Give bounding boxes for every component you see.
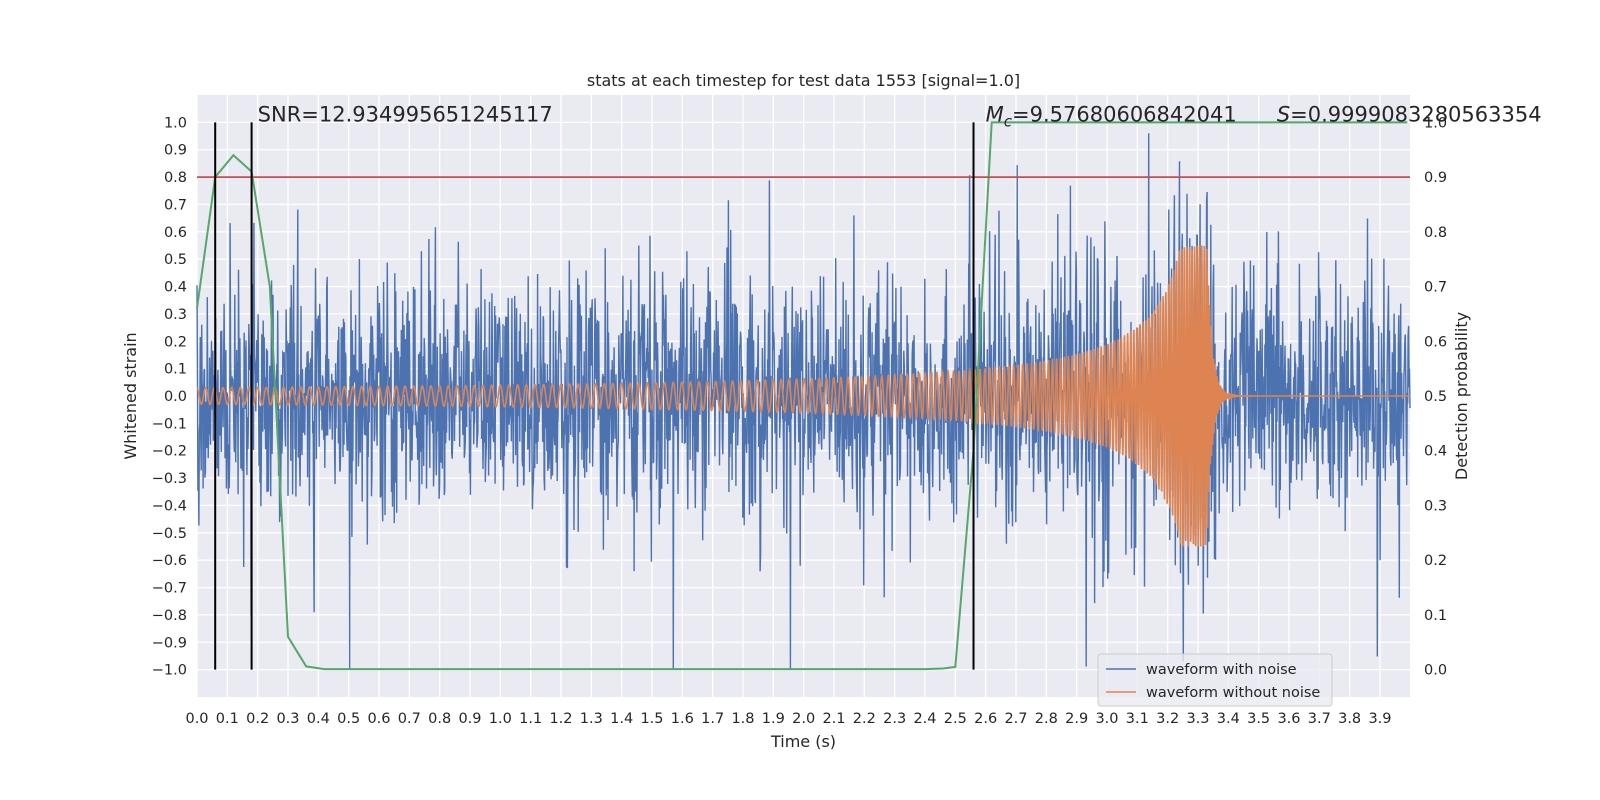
y-tick-label: 0.6 xyxy=(164,225,187,241)
y-tick-label: 0.2 xyxy=(164,334,187,350)
y-tick-label: −0.8 xyxy=(152,608,187,624)
y-right-tick-label: 0.0 xyxy=(1424,663,1447,679)
x-tick-label: 2.8 xyxy=(1035,711,1058,727)
x-tick-label: 3.6 xyxy=(1277,711,1300,727)
overlays xyxy=(197,122,1410,670)
y-tick-label: 0.4 xyxy=(164,280,187,296)
x-tick-label: 0.7 xyxy=(398,711,421,727)
y-tick-label: 1.0 xyxy=(164,115,187,131)
chirp-mass-annotation: Mc=9.57680606842041 xyxy=(986,102,1237,130)
x-tick-label: 1.5 xyxy=(640,711,663,727)
series-waveform-without-noise xyxy=(196,245,1410,547)
y-tick-label: 0.1 xyxy=(164,362,187,378)
chirp-mass-value: =9.57680606842041 xyxy=(1012,102,1237,126)
x-tick-label: 1.2 xyxy=(549,711,572,727)
y-tick-label: 0.7 xyxy=(164,197,187,213)
y-tick-label: −0.6 xyxy=(152,553,187,569)
y-right-tick-label: 0.9 xyxy=(1424,170,1447,186)
x-tick-label: 3.5 xyxy=(1247,711,1270,727)
y-right-tick-label: 0.5 xyxy=(1424,389,1447,405)
x-tick-label: 0.9 xyxy=(458,711,481,727)
legend-box xyxy=(1097,653,1333,707)
x-tick-label: 2.6 xyxy=(974,711,997,727)
y-right-tick-label: 0.4 xyxy=(1424,444,1447,460)
snr-annotation: SNR=12.934995651245117 xyxy=(258,102,553,126)
x-tick-label: 0.1 xyxy=(216,711,239,727)
legend: waveform with noise waveform without noi… xyxy=(1097,653,1333,707)
y-right-tick-label: 0.2 xyxy=(1424,553,1447,569)
x-tick-label: 3.7 xyxy=(1308,711,1331,727)
y-tick-label: −1.0 xyxy=(152,663,187,679)
y-tick-label: −0.1 xyxy=(152,416,187,432)
x-tick-label: 3.0 xyxy=(1095,711,1118,727)
x-tick-label: 0.8 xyxy=(428,711,451,727)
x-tick-label: 1.1 xyxy=(519,711,542,727)
chart-title: stats at each timestep for test data 155… xyxy=(587,71,1020,90)
y-right-tick-label: 0.3 xyxy=(1424,498,1447,514)
x-tick-label: 2.3 xyxy=(883,711,906,727)
x-tick-label: 3.2 xyxy=(1156,711,1179,727)
y-tick-label: −0.4 xyxy=(152,498,187,514)
y-tick-label: −0.7 xyxy=(152,581,187,597)
y-right-tick-label: 1.0 xyxy=(1424,115,1447,131)
y-right-tick-label: 0.6 xyxy=(1424,334,1447,350)
x-tick-label: 3.3 xyxy=(1186,711,1209,727)
y-right-tick-label: 0.1 xyxy=(1424,608,1447,624)
grid xyxy=(196,95,1410,697)
x-tick-label: 1.6 xyxy=(671,711,694,727)
y-tick-label: −0.9 xyxy=(152,635,187,651)
x-tick-label: 3.4 xyxy=(1217,711,1240,727)
x-tick-label: 0.4 xyxy=(307,711,330,727)
y-tick-label: −0.2 xyxy=(152,444,187,460)
y-right-tick-label: 0.8 xyxy=(1424,225,1447,241)
x-tick-label: 1.8 xyxy=(731,711,754,727)
score-value: =0.9999083280563354 xyxy=(1290,102,1541,126)
x-tick-label: 2.0 xyxy=(792,711,815,727)
score-symbol: S xyxy=(1277,102,1290,126)
x-tick-label: 1.3 xyxy=(580,711,603,727)
chirp-mass-subscript: c xyxy=(1004,112,1013,130)
x-tick-label: 3.9 xyxy=(1368,711,1391,727)
x-tick-label: 1.7 xyxy=(701,711,724,727)
probability-trace xyxy=(196,121,1408,671)
y-tick-label: −0.3 xyxy=(152,471,187,487)
y-tick-label: 0.3 xyxy=(164,307,187,323)
y-tick-label: 0.8 xyxy=(164,170,187,186)
x-axis-label: Time (s) xyxy=(770,732,836,751)
x-tick-label: 0.6 xyxy=(367,711,390,727)
y-tick-label: 0.0 xyxy=(164,389,187,405)
x-tick-label: 1.4 xyxy=(610,711,633,727)
legend-label-clean: waveform without noise xyxy=(1146,685,1320,701)
y-axis-right-label: Detection probability xyxy=(1452,312,1471,480)
y-axis-label: Whitened strain xyxy=(121,332,140,459)
y-right-tick-label: 0.7 xyxy=(1424,280,1447,296)
x-tick-label: 3.8 xyxy=(1338,711,1361,727)
x-tick-label: 0.0 xyxy=(185,711,208,727)
x-tick-label: 2.2 xyxy=(853,711,876,727)
x-tick-label: 0.3 xyxy=(276,711,299,727)
chirp-mass-symbol: M xyxy=(986,102,1004,126)
series-detection-probability xyxy=(196,121,1408,671)
clean-trace xyxy=(196,245,1410,547)
x-tick-label: 2.9 xyxy=(1065,711,1088,727)
x-tick-label: 2.1 xyxy=(822,711,845,727)
x-tick-label: 3.1 xyxy=(1126,711,1149,727)
x-tick-label: 2.5 xyxy=(944,711,967,727)
y-tick-label: −0.5 xyxy=(152,526,187,542)
y-tick-label: 0.9 xyxy=(164,143,187,159)
x-tick-label: 1.9 xyxy=(762,711,785,727)
x-tick-label: 2.4 xyxy=(913,711,936,727)
score-annotation: S=0.9999083280563354 xyxy=(1277,102,1542,126)
y-tick-label: 0.5 xyxy=(164,252,187,268)
legend-label-noise: waveform with noise xyxy=(1146,662,1297,678)
x-tick-label: 0.5 xyxy=(337,711,360,727)
x-tick-label: 2.7 xyxy=(1004,711,1027,727)
tick-labels: 0.0 0.1 0.2 0.3 0.4 0.5 0.6 0.7 0.8 0.9 1.0 1.1 1.2 1… xyxy=(152,115,1447,727)
x-tick-label: 0.2 xyxy=(246,711,269,727)
x-tick-label: 1.0 xyxy=(489,711,512,727)
